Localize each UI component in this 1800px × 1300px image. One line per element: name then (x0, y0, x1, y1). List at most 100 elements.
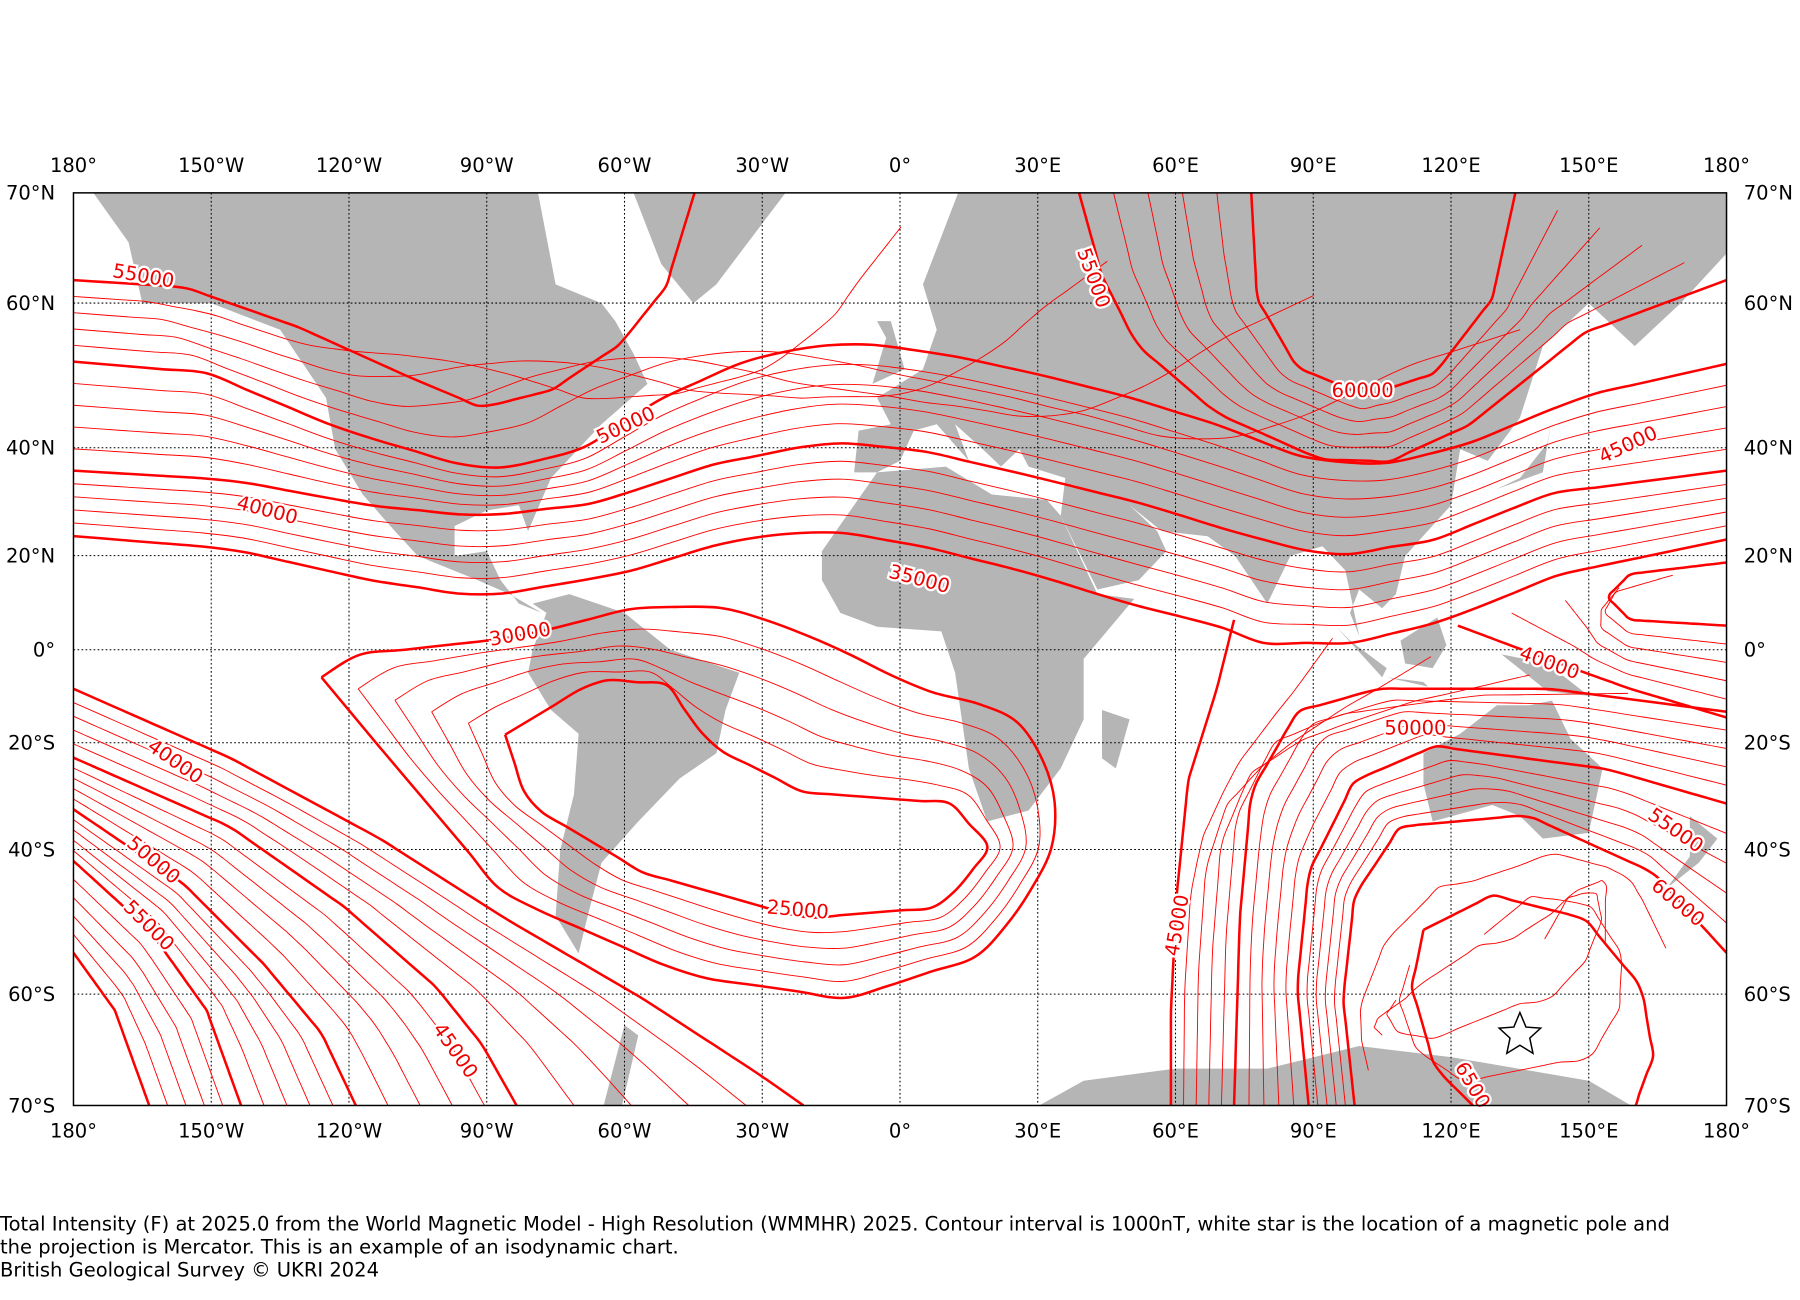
longitude-label-top: 90°W (460, 154, 514, 177)
latitude-label-left: 60°N (6, 292, 55, 315)
contour-major (73, 343, 1727, 469)
contour-thin (73, 729, 632, 1106)
contour-major (1250, 192, 1517, 398)
contour-major (1607, 561, 1727, 627)
latitude-label-left: 70°N (6, 182, 55, 205)
contour-thin (1604, 574, 1727, 645)
contours (73, 192, 1727, 1106)
landmass (93, 192, 648, 613)
contour-thin (1183, 637, 1333, 1106)
latitude-label-left: 40°N (6, 437, 55, 460)
contour-thin (73, 850, 265, 1106)
contour-major (73, 531, 1727, 646)
longitude-label-top: 90°E (1290, 154, 1337, 177)
latitude-label-left: 70°S (8, 1094, 55, 1117)
caption-line: British Geological Survey © UKRI 2024 (0, 1259, 379, 1282)
landmass (1336, 626, 1387, 678)
contour-thin (73, 423, 1727, 537)
longitude-label-bottom: 30°W (735, 1120, 789, 1143)
contour-thin (1216, 192, 1558, 410)
contour-thin (73, 879, 224, 1106)
landmass (1039, 1046, 1632, 1106)
landmass (1496, 417, 1553, 490)
contour-major (73, 192, 696, 408)
longitude-label-top: 60°W (598, 154, 652, 177)
latitude-label-left: 20°N (6, 545, 55, 568)
contour-major (73, 687, 805, 1106)
contour-major (73, 808, 357, 1106)
latitude-label-right: 20°S (1744, 732, 1791, 755)
caption: Total Intensity (F) at 2025.0 from the W… (0, 1213, 1670, 1282)
contour-major (73, 756, 518, 1106)
contour-thin (1511, 612, 1727, 700)
contour-thin (1399, 896, 1623, 1081)
latitude-label-right: 60°S (1744, 983, 1791, 1006)
contour-thin (73, 478, 1727, 591)
longitude-label-bottom: 150°E (1559, 1120, 1618, 1143)
map-frame (72, 192, 1728, 1107)
contour-thin (73, 934, 169, 1106)
landmass (872, 321, 905, 384)
latitude-label-right: 70°N (1744, 182, 1793, 205)
magnetic-pole-star (1497, 1010, 1543, 1055)
contour-thin (73, 788, 421, 1106)
contour-thin (1564, 600, 1727, 682)
contour-label: 50000 (1384, 717, 1446, 740)
contour-thin (73, 460, 1727, 573)
contour-thin (73, 329, 1521, 440)
contour-major (1077, 192, 1727, 464)
contour-major (1296, 745, 1727, 1106)
contour-thin (1273, 722, 1727, 1106)
contour-thin (1195, 656, 1432, 1106)
contour-thin (73, 496, 1727, 609)
longitude-label-bottom: 180° (50, 1120, 97, 1143)
contour-thin (73, 260, 1108, 399)
contour-thin (1220, 692, 1629, 1106)
contour-label: 60000 (1332, 379, 1394, 402)
contour-thin (73, 915, 187, 1106)
latitude-label-left: 20°S (8, 732, 55, 755)
latitude-label-right: 20°N (1744, 545, 1793, 568)
longitude-label-top: 180° (50, 154, 97, 177)
contour-thin (1261, 711, 1727, 1106)
contour-thin (73, 514, 1727, 627)
contour-thin (1113, 192, 1685, 448)
longitude-label-top: 150°E (1559, 154, 1618, 177)
land (93, 192, 1727, 1106)
contour-thin (1373, 880, 1608, 1036)
contour-thin (1147, 192, 1643, 435)
contour-major (1410, 894, 1655, 1106)
latitude-label-right: 60°N (1744, 292, 1793, 315)
longitude-label-bottom: 120°E (1421, 1120, 1480, 1143)
contour-major (73, 442, 1727, 556)
landmass (632, 192, 786, 304)
contour-major (1342, 814, 1727, 1106)
caption-line: the projection is Mercator. This is an e… (0, 1236, 679, 1259)
landmass (528, 594, 740, 954)
latitude-label-right: 40°N (1744, 437, 1793, 460)
contour-thin (73, 777, 453, 1106)
latitude-label-left: 0° (33, 639, 55, 662)
contour-thin (1359, 853, 1667, 1071)
contour-thin (73, 715, 690, 1106)
landmass (1102, 710, 1130, 769)
contour-thin (1285, 734, 1727, 1106)
contour-thin (1386, 892, 1602, 1039)
landmass (1400, 617, 1447, 669)
longitude-label-bottom: 60°E (1152, 1120, 1199, 1143)
latitude-label-left: 60°S (8, 983, 55, 1006)
contour-major (73, 860, 243, 1106)
axis-labels: 180° 180° 150°W 150°W 120°W 120°W 90°W 90°W 60°W… (6, 154, 1793, 1142)
latitude-label-right: 40°S (1744, 838, 1791, 861)
longitude-label-bottom: 180° (1703, 1120, 1750, 1143)
latitude-label-right: 0° (1744, 639, 1766, 662)
contour-thin (1181, 192, 1601, 422)
contour-thin (73, 798, 389, 1106)
contour-thin (73, 839, 288, 1106)
contour-thin (73, 363, 1727, 482)
longitude-label-top: 60°E (1152, 154, 1199, 177)
contour-thin (467, 670, 1001, 934)
longitude-label-top: 150°W (178, 154, 244, 177)
contour-thin (73, 403, 1727, 518)
